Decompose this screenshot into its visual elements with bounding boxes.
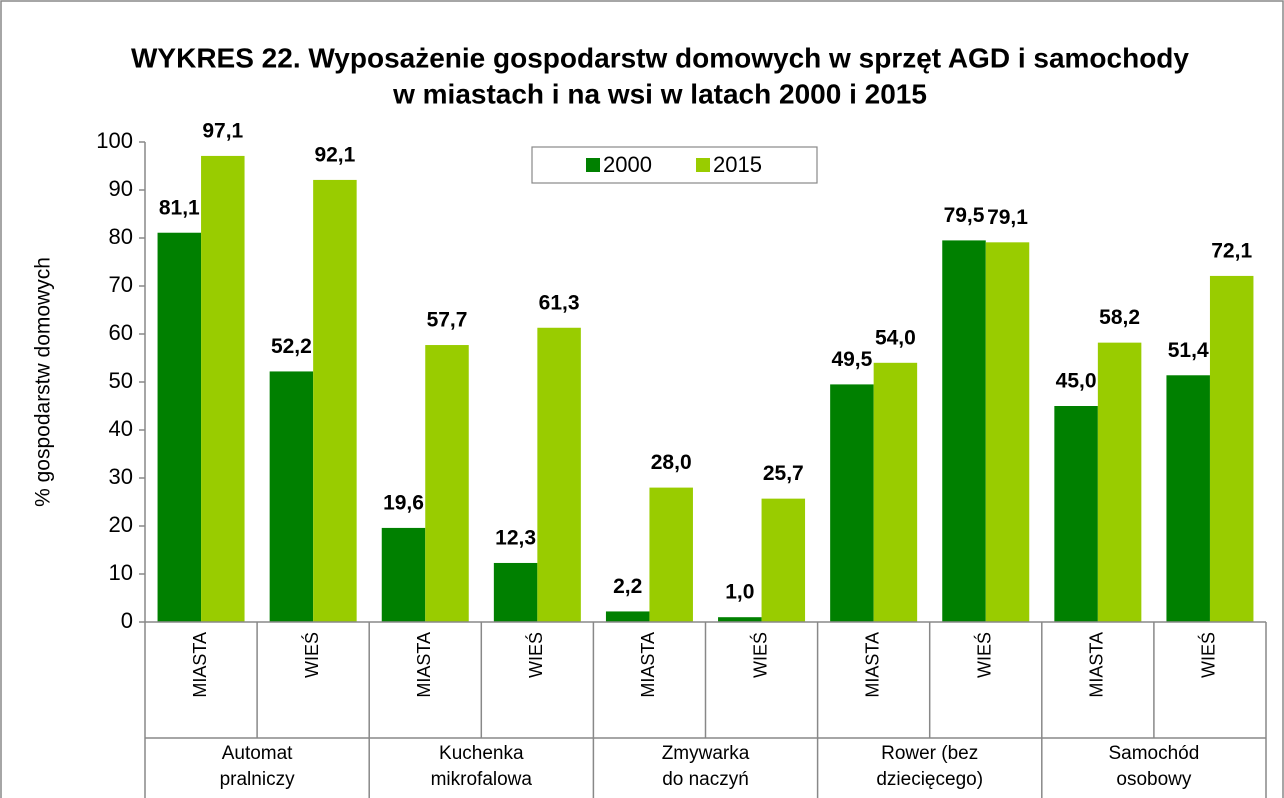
y-tick-label: 20 <box>109 512 133 537</box>
bar <box>649 487 693 622</box>
group-label: Kuchenka <box>439 743 524 764</box>
x-tick-label: WIEŚ <box>1198 632 1219 678</box>
legend-label: 2015 <box>713 152 762 177</box>
bar <box>313 179 357 623</box>
bar <box>425 345 469 622</box>
y-tick-label: 0 <box>121 608 133 633</box>
y-tick-label: 30 <box>109 464 133 489</box>
y-tick-label: 50 <box>109 368 133 393</box>
bar <box>269 371 314 622</box>
x-tick-label: MIASTA <box>862 632 882 698</box>
y-tick-label: 90 <box>109 176 133 201</box>
bar <box>761 498 806 622</box>
data-label: 25,7 <box>763 462 804 485</box>
data-label: 72,1 <box>1211 239 1252 262</box>
x-tick-label: MIASTA <box>190 632 210 698</box>
group-label: do naczyń <box>662 769 749 790</box>
group-label: Rower (bez <box>881 743 978 764</box>
data-label: 1,0 <box>725 581 754 604</box>
data-label: 61,3 <box>539 291 580 314</box>
bar <box>942 240 986 622</box>
y-tick-label: 10 <box>109 560 133 585</box>
y-tick-label: 70 <box>109 272 133 297</box>
legend-swatch <box>696 158 710 172</box>
group-label: dziecięcego) <box>876 769 983 790</box>
x-tick-label: WIEŚ <box>525 632 546 678</box>
bar <box>985 242 1030 622</box>
data-label: 92,1 <box>314 143 355 166</box>
bar <box>1166 375 1210 622</box>
bar <box>1097 342 1142 622</box>
data-label: 19,6 <box>383 491 424 514</box>
bar <box>381 527 426 622</box>
x-tick-label: MIASTA <box>638 632 658 698</box>
legend-swatch <box>586 158 600 172</box>
data-label: 97,1 <box>202 119 243 142</box>
group-label: osobowy <box>1116 769 1191 790</box>
y-axis-label: % gospodarstw domowych <box>32 257 55 507</box>
x-tick-label: MIASTA <box>414 632 434 698</box>
x-tick-label: MIASTA <box>1087 632 1107 698</box>
data-label: 51,4 <box>1168 339 1209 362</box>
data-label: 54,0 <box>875 326 916 349</box>
bar <box>201 155 245 623</box>
bar <box>157 232 202 622</box>
data-label: 57,7 <box>427 309 468 332</box>
y-tick-label: 60 <box>109 320 133 345</box>
chart-title: w miastach i na wsi w latach 2000 i 2015 <box>392 78 927 109</box>
bar <box>1054 406 1098 622</box>
data-label: 58,2 <box>1099 306 1140 329</box>
bar <box>493 562 538 622</box>
bar <box>873 362 918 622</box>
x-tick-label: WIEŚ <box>974 632 995 678</box>
group-label: Zmywarka <box>662 743 750 764</box>
bar <box>830 384 874 622</box>
data-label: 52,2 <box>271 335 312 358</box>
legend-label: 2000 <box>603 152 652 177</box>
data-label: 2,2 <box>613 575 642 598</box>
data-label: 12,3 <box>495 527 536 550</box>
y-tick-label: 40 <box>109 416 133 441</box>
group-label: pralniczy <box>220 769 295 790</box>
bar <box>718 617 762 622</box>
x-tick-label: WIEŚ <box>301 632 322 678</box>
y-tick-label: 100 <box>96 128 133 153</box>
data-label: 81,1 <box>159 196 200 219</box>
chart-title: WYKRES 22. Wyposażenie gospodarstw domow… <box>131 42 1189 73</box>
group-label: Automat <box>222 743 293 764</box>
legend-box <box>531 146 818 184</box>
data-label: 49,5 <box>831 348 872 371</box>
y-tick-label: 80 <box>109 224 133 249</box>
data-label: 79,1 <box>987 206 1028 229</box>
bar <box>605 611 650 622</box>
bar <box>1209 275 1254 622</box>
data-label: 45,0 <box>1056 370 1097 393</box>
bar <box>537 327 581 622</box>
data-label: 79,5 <box>944 204 985 227</box>
x-tick-label: WIEŚ <box>749 632 770 678</box>
group-label: mikrofalowa <box>431 769 533 790</box>
group-label: Samochód <box>1108 743 1199 764</box>
data-label: 28,0 <box>651 451 692 474</box>
